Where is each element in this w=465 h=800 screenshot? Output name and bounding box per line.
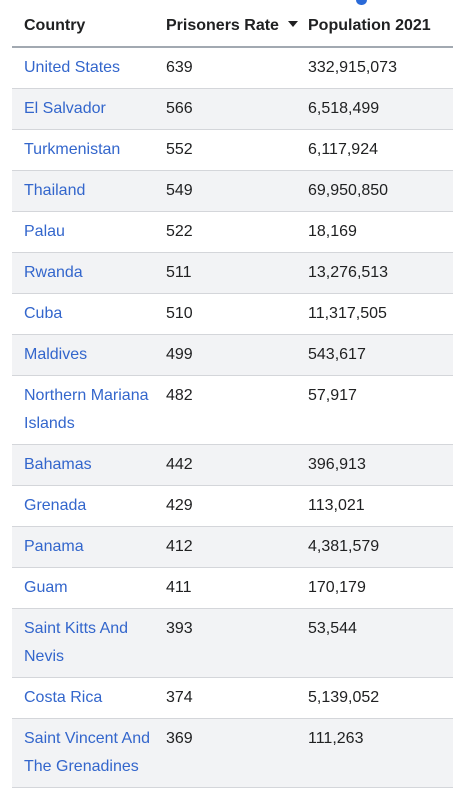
population-cell: 170,179 [296,567,453,609]
prisoners-rate-cell: 510 [154,293,296,335]
population-cell: 15,117 [296,787,453,800]
country-link[interactable]: Anguilla [12,787,154,800]
table-body: United States 639 332,915,073 El Salvador 56… [12,47,453,800]
prisoners-rate-cell: 442 [154,444,296,486]
country-link[interactable]: Saint Kitts And Nevis [12,608,154,678]
country-link[interactable]: Costa Rica [12,677,154,719]
prisoners-rate-cell: 393 [154,608,296,678]
table-row: Palau 522 18,169 [12,211,453,253]
table-row: Bahamas 442 396,913 [12,444,453,486]
table-row: Grenada 429 113,021 [12,485,453,527]
table-row: Panama 412 4,381,579 [12,526,453,568]
population-cell: 6,117,924 [296,129,453,171]
population-cell: 57,917 [296,375,453,445]
table-row: Northern Mariana Islands 482 57,917 [12,375,453,445]
table-row: El Salvador 566 6,518,499 [12,88,453,130]
country-link[interactable]: Palau [12,211,154,253]
population-cell: 13,276,513 [296,252,453,294]
table-row: Costa Rica 374 5,139,052 [12,677,453,719]
cropped-link-fragment [356,0,367,5]
country-link[interactable]: Grenada [12,485,154,527]
prisoners-rate-cell: 499 [154,334,296,376]
population-cell: 4,381,579 [296,526,453,568]
country-link[interactable]: Guam [12,567,154,609]
population-cell: 111,263 [296,718,453,788]
population-cell: 396,913 [296,444,453,486]
prisoners-rate-cell: 522 [154,211,296,253]
prisoners-rate-cell: 482 [154,375,296,445]
prisoners-rate-cell: 367 [154,787,296,800]
column-header-population[interactable]: Population 2021 [296,6,453,48]
table-row: Saint Vincent And The Grenadines 369 111,2… [12,718,453,788]
country-link[interactable]: Maldives [12,334,154,376]
table-row: Turkmenistan 552 6,117,924 [12,129,453,171]
population-cell: 18,169 [296,211,453,253]
prisoners-rate-cell: 511 [154,252,296,294]
table-header-row: Country Prisoners Rate Population 2021 [12,6,453,48]
population-cell: 543,617 [296,334,453,376]
population-cell: 113,021 [296,485,453,527]
country-link[interactable]: Northern Mariana Islands [12,375,154,445]
country-link[interactable]: Bahamas [12,444,154,486]
population-cell: 5,139,052 [296,677,453,719]
prisoners-rate-cell: 374 [154,677,296,719]
column-header-prisoners-rate[interactable]: Prisoners Rate [154,6,298,48]
top-edge [0,0,465,8]
prisoners-rate-cell: 549 [154,170,296,212]
population-cell: 69,950,850 [296,170,453,212]
table-row: Rwanda 511 13,276,513 [12,252,453,294]
country-link[interactable]: Rwanda [12,252,154,294]
country-link[interactable]: Panama [12,526,154,568]
country-link[interactable]: Cuba [12,293,154,335]
prisoners-rate-cell: 639 [154,47,296,89]
country-link[interactable]: United States [12,47,154,89]
table-row: Thailand 549 69,950,850 [12,170,453,212]
table-row: Cuba 510 11,317,505 [12,293,453,335]
column-header-country[interactable]: Country [12,6,154,48]
table-row: Guam 411 170,179 [12,567,453,609]
country-link[interactable]: Saint Vincent And The Grenadines [12,718,154,788]
prisoners-rate-cell: 429 [154,485,296,527]
prisoners-rate-cell: 412 [154,526,296,568]
table-row: Maldives 499 543,617 [12,334,453,376]
prisoners-rate-cell: 411 [154,567,296,609]
population-cell: 332,915,073 [296,47,453,89]
prisoners-rate-cell: 369 [154,718,296,788]
population-cell: 53,544 [296,608,453,678]
population-cell: 11,317,505 [296,293,453,335]
table-row: Anguilla36715,117 [12,787,453,800]
table-row: United States 639 332,915,073 [12,47,453,89]
prisoners-rate-cell: 552 [154,129,296,171]
country-link[interactable]: Turkmenistan [12,129,154,171]
country-link[interactable]: El Salvador [12,88,154,130]
prisoners-rate-cell: 566 [154,88,296,130]
prisoners-table: Country Prisoners Rate Population 2021 U… [12,6,453,800]
population-cell: 6,518,499 [296,88,453,130]
caret-down-icon[interactable] [287,20,298,27]
table-row: Saint Kitts And Nevis 393 53,544 [12,608,453,678]
country-link[interactable]: Thailand [12,170,154,212]
